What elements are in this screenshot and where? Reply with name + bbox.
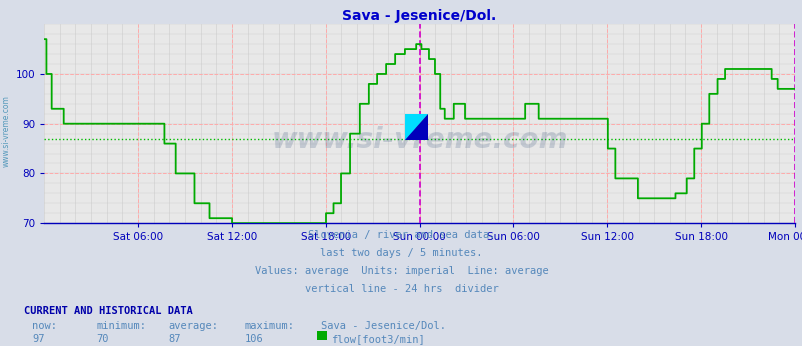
Text: 70: 70	[96, 334, 109, 344]
Text: Slovenia / river and sea data.: Slovenia / river and sea data.	[307, 230, 495, 240]
Text: 97: 97	[32, 334, 45, 344]
Polygon shape	[405, 114, 427, 140]
Text: flow[foot3/min]: flow[foot3/min]	[330, 334, 424, 344]
Text: maximum:: maximum:	[245, 321, 294, 331]
Polygon shape	[405, 114, 427, 140]
Text: now:: now:	[32, 321, 57, 331]
Text: average:: average:	[168, 321, 218, 331]
Text: Values: average  Units: imperial  Line: average: Values: average Units: imperial Line: av…	[254, 266, 548, 276]
Text: last two days / 5 minutes.: last two days / 5 minutes.	[320, 248, 482, 258]
Text: vertical line - 24 hrs  divider: vertical line - 24 hrs divider	[304, 284, 498, 294]
Text: 87: 87	[168, 334, 181, 344]
Title: Sava - Jesenice/Dol.: Sava - Jesenice/Dol.	[342, 9, 496, 23]
Polygon shape	[405, 114, 427, 140]
Text: minimum:: minimum:	[96, 321, 146, 331]
Text: www.si-vreme.com: www.si-vreme.com	[2, 95, 11, 167]
Text: www.si-vreme.com: www.si-vreme.com	[271, 126, 567, 154]
Text: 106: 106	[245, 334, 263, 344]
Text: Sava - Jesenice/Dol.: Sava - Jesenice/Dol.	[321, 321, 446, 331]
Text: CURRENT AND HISTORICAL DATA: CURRENT AND HISTORICAL DATA	[24, 306, 192, 316]
